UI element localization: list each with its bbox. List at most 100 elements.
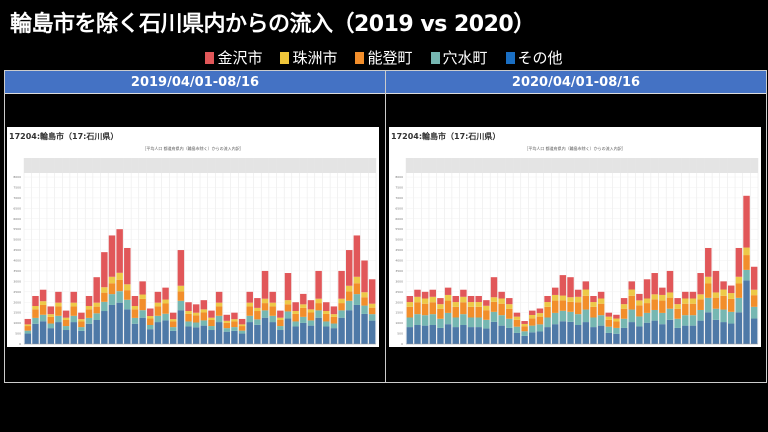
bar-segment-0 (47, 328, 55, 344)
bar-segment-2 (154, 306, 162, 316)
bar-segment-4 (24, 318, 32, 325)
bar-segment-0 (24, 333, 32, 344)
bar-segment-4 (712, 270, 720, 293)
bar-segment-2 (192, 315, 200, 323)
bar-segment-4 (689, 291, 697, 299)
bar-segment-2 (47, 316, 55, 324)
bar-segment-0 (292, 326, 299, 344)
bar-segment-1 (345, 300, 353, 311)
bar-segment-2 (62, 319, 70, 327)
bar-segment-1 (705, 297, 712, 313)
bar-segment-4 (85, 295, 93, 307)
bar-segment-2 (406, 306, 414, 318)
bar-segment-4 (55, 291, 62, 303)
bar-segment-4 (269, 291, 276, 303)
bar-segment-0 (231, 330, 238, 344)
bar-segment-4 (261, 270, 269, 299)
bar-segment-2 (452, 306, 459, 318)
bar-segment-3 (628, 289, 635, 296)
bar-segment-3 (101, 287, 108, 293)
bar-segment-0 (39, 321, 47, 344)
bar-segment-1 (414, 314, 421, 326)
bar-segment-2 (659, 300, 666, 313)
bar-segment-1 (208, 326, 215, 331)
bar-segment-1 (62, 326, 70, 331)
bar-segment-3 (605, 316, 613, 320)
bar-segment-4 (284, 273, 292, 301)
bar-segment-1 (70, 315, 77, 323)
bar-segment-0 (513, 332, 521, 344)
y-tick-label: 7500 (395, 185, 403, 189)
bar-segment-4 (101, 252, 108, 288)
bar-segment-0 (597, 325, 605, 344)
bar-segment-1 (620, 318, 628, 328)
bar-segment-2 (177, 291, 185, 301)
bar-segment-1 (315, 310, 322, 318)
bar-segment-0 (32, 323, 39, 344)
bar-segment-2 (246, 306, 253, 316)
bar-segment-2 (735, 283, 743, 298)
bar-segment-1 (506, 318, 513, 328)
bar-segment-1 (32, 317, 39, 324)
bar-segment-1 (521, 331, 528, 336)
bar-segment-0 (735, 312, 743, 344)
bar-segment-3 (169, 319, 177, 322)
bar-segment-1 (682, 315, 689, 326)
bar-segment-2 (116, 279, 123, 292)
bar-segment-2 (162, 303, 169, 314)
legend: 金沢市 珠洲市 能登町 穴水町 その他 (0, 47, 768, 68)
bar-segment-1 (720, 309, 727, 323)
y-tick-label: 5000 (13, 238, 21, 242)
bar-segment-4 (147, 308, 154, 317)
bar-segment-4 (437, 298, 444, 305)
legend-swatch (280, 51, 290, 64)
bar-segment-0 (70, 322, 77, 344)
bar-segment-3 (536, 313, 544, 317)
bar-segment-2 (529, 318, 536, 326)
bar-segment-4 (254, 298, 261, 308)
y-tick-label: 8000 (13, 175, 21, 179)
bar-segment-1 (674, 318, 681, 328)
y-tick-label: 6500 (395, 206, 403, 210)
bar-segment-0 (162, 320, 169, 344)
bar-segment-1 (651, 309, 658, 321)
bar-segment-2 (131, 309, 139, 318)
bar-segment-0 (613, 333, 620, 344)
bar-segment-3 (613, 318, 620, 322)
bar-segment-2 (39, 304, 47, 315)
bar-segment-2 (32, 309, 39, 318)
header-2020: 2020/04/01-08/16 (386, 71, 766, 94)
bar-segment-0 (315, 317, 322, 344)
bar-segment-2 (498, 303, 505, 316)
bar-segment-2 (651, 299, 658, 310)
bar-segment-0 (521, 335, 528, 344)
bar-segment-1 (582, 309, 590, 323)
bar-segment-3 (597, 298, 605, 304)
bar-segment-3 (108, 276, 116, 284)
y-tick-label: 500 (397, 332, 403, 336)
bar-segment-4 (513, 312, 521, 317)
bar-segment-3 (651, 294, 658, 300)
bar-segment-4 (131, 295, 139, 307)
bar-segment-2 (147, 318, 154, 326)
y-tick-label: 1500 (395, 311, 403, 315)
bar-segment-3 (743, 247, 750, 256)
bar-segment-0 (475, 327, 482, 344)
bar-segment-1 (536, 324, 544, 332)
legend-item-suzu: 珠洲市 (280, 47, 337, 68)
bar-segment-1 (261, 310, 269, 318)
bar-segment-1 (108, 294, 116, 305)
bar-segment-1 (231, 327, 238, 331)
bar-segment-0 (192, 327, 200, 344)
bar-segment-0 (490, 321, 498, 344)
bar-segment-3 (223, 320, 231, 323)
y-tick-label: 1500 (13, 311, 21, 315)
bar-segment-2 (70, 306, 77, 316)
y-tick-label: 4500 (13, 248, 21, 252)
bar-segment-4 (536, 308, 544, 314)
bar-segment-1 (712, 308, 720, 320)
bar-segment-1 (498, 315, 505, 326)
bar-segment-2 (269, 306, 276, 316)
bar-segment-2 (223, 322, 231, 329)
legend-item-other: その他 (505, 47, 563, 68)
